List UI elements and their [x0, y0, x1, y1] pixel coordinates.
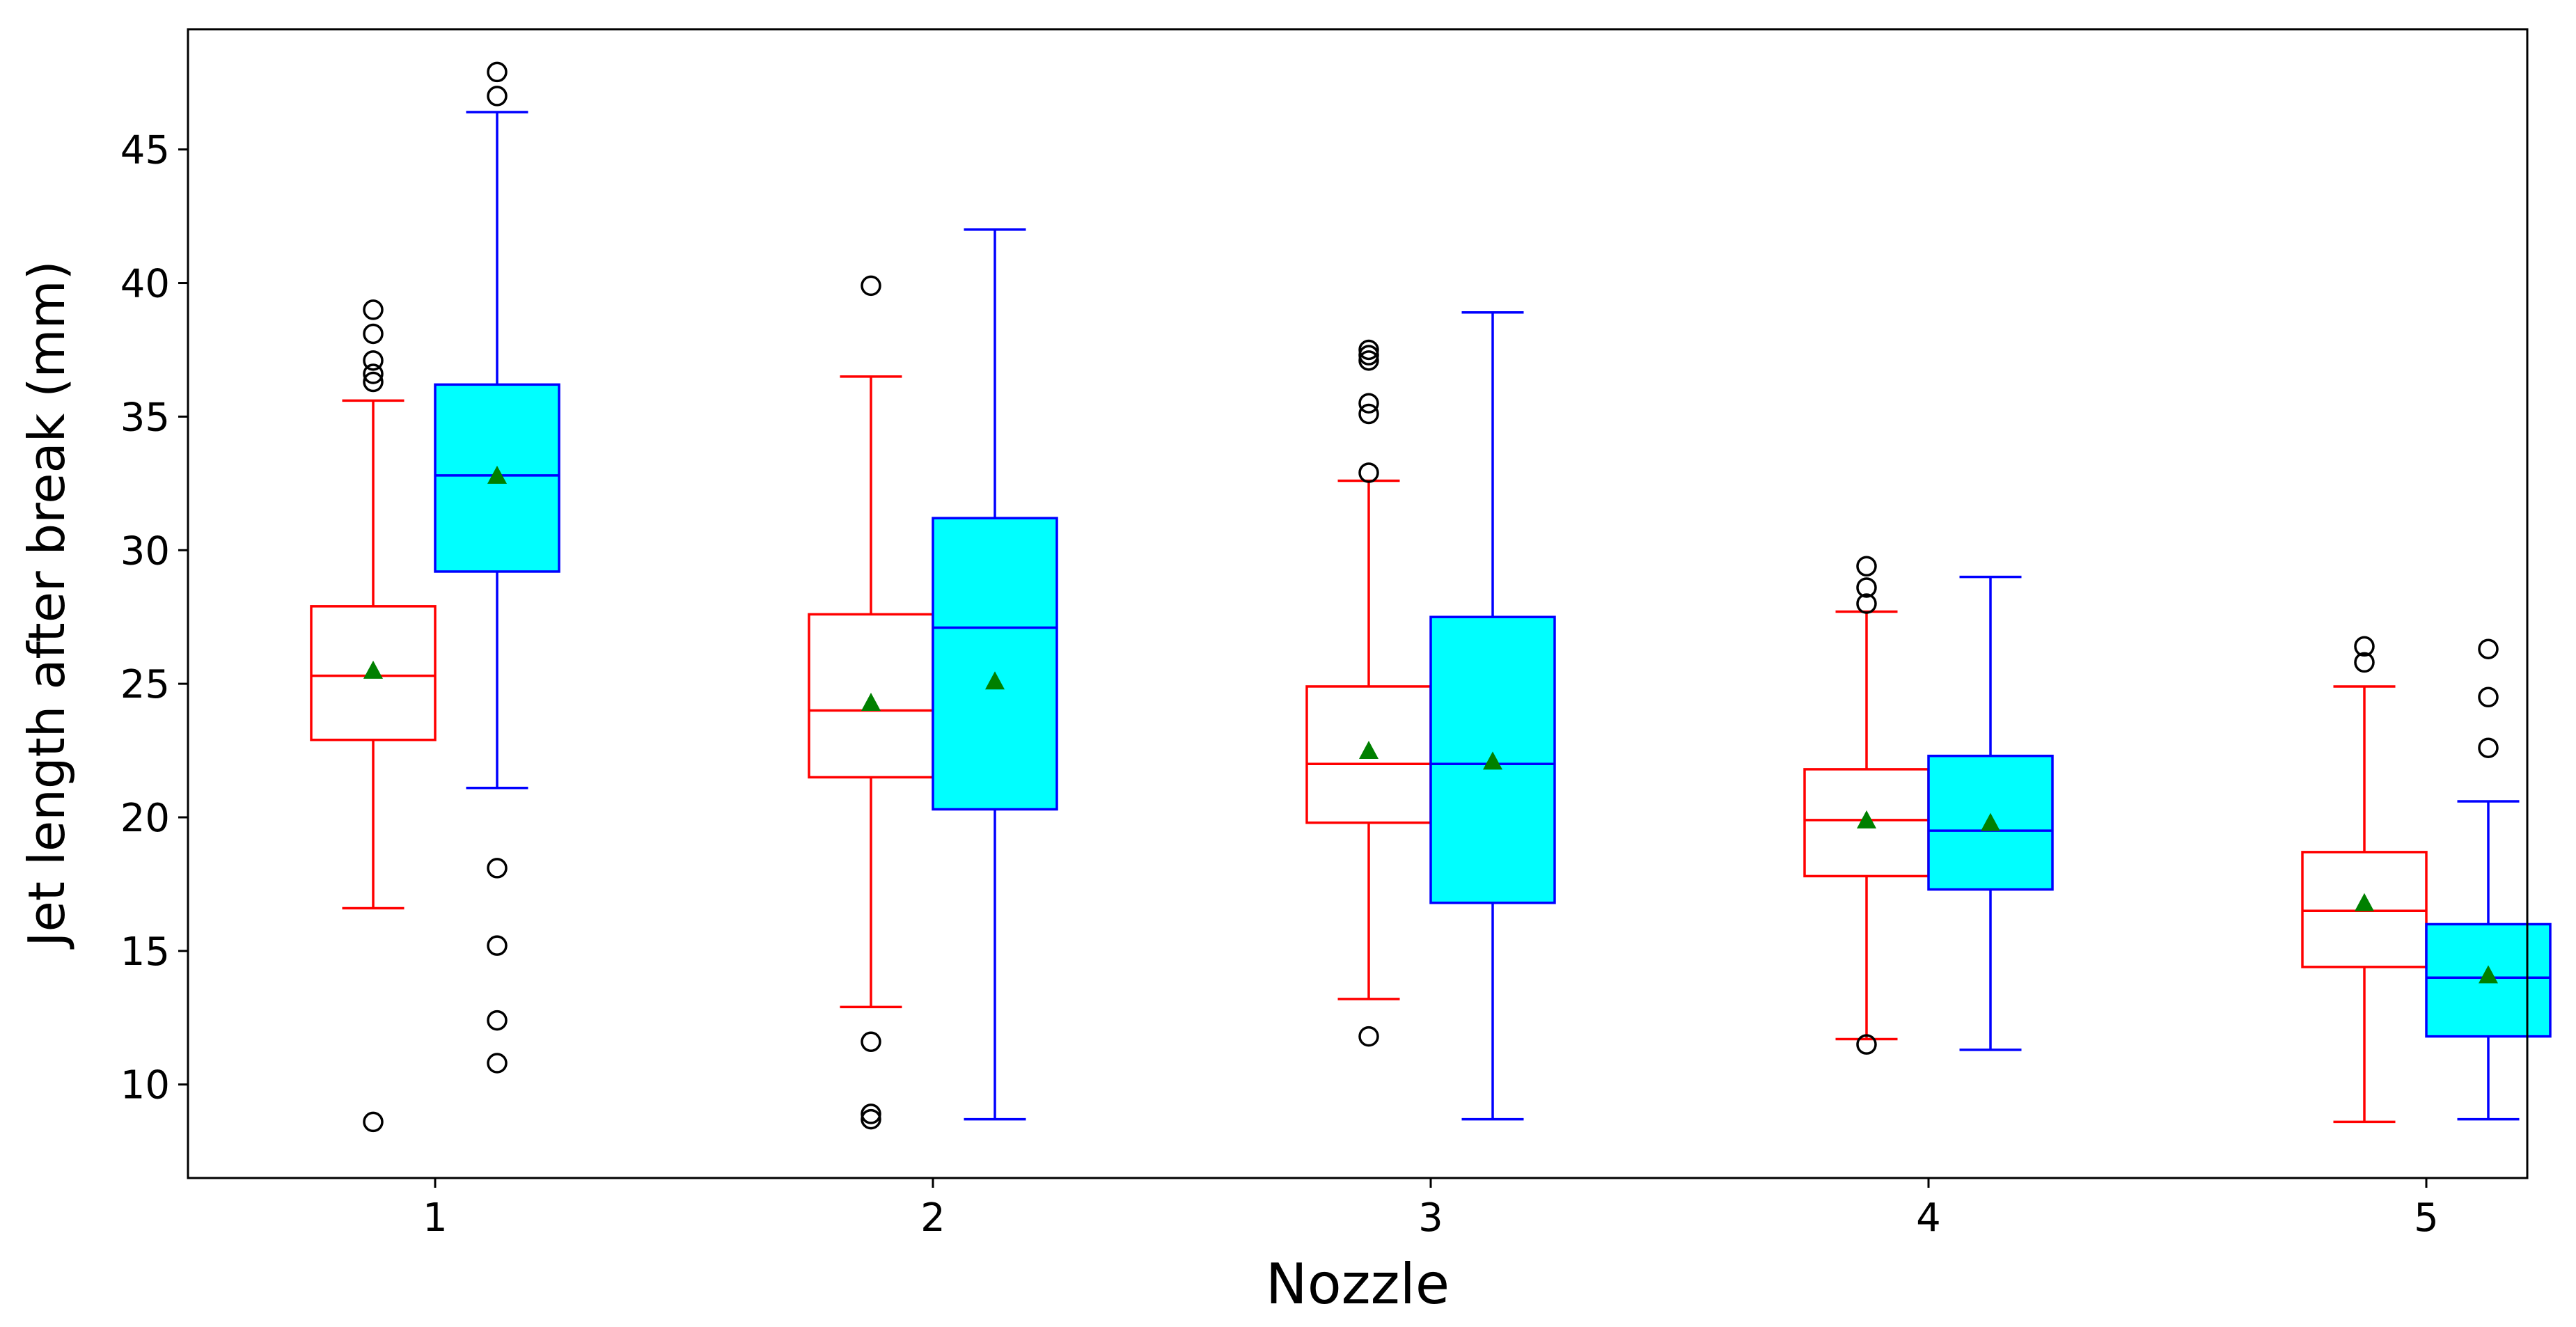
box-group-series-red-nozzle-4: [1803, 556, 1930, 1055]
box-group-series-cyan-nozzle-2: [932, 228, 1058, 1121]
y-tick-label: 30: [120, 528, 170, 574]
outlier-point: [861, 1108, 881, 1130]
x-tick-label: 3: [1418, 1195, 1443, 1241]
mean-marker: [1857, 810, 1876, 829]
outlier-point: [1358, 339, 1379, 361]
outlier-point: [861, 1031, 881, 1053]
outlier-point: [487, 935, 508, 956]
outlier-point: [1856, 577, 1877, 598]
box-group-series-cyan-nozzle-3: [1429, 311, 1556, 1121]
y-axis-label: Jet length after break (mm): [17, 260, 76, 949]
y-tick-label: 10: [120, 1063, 170, 1108]
outlier-point: [363, 363, 384, 384]
outlier-point: [2478, 686, 2499, 708]
iqr-box: [434, 383, 560, 573]
outlier-point: [487, 1010, 508, 1031]
outlier-point: [2354, 652, 2375, 673]
outlier-point: [1856, 556, 1877, 577]
box-group-series-red-nozzle-3: [1305, 339, 1432, 1047]
mean-marker: [2355, 893, 2374, 911]
x-tick-label: 5: [2414, 1195, 2439, 1241]
mean-marker: [1981, 812, 2000, 831]
outlier-point: [487, 61, 508, 83]
x-tick-label: 1: [423, 1195, 448, 1241]
outlier-point: [2478, 737, 2499, 758]
mean-marker: [2479, 965, 2498, 984]
y-axis-ticks: 10 15 20 25 30 35 40 45: [120, 128, 188, 1108]
x-axis-label: Nozzle: [1266, 1252, 1450, 1317]
y-tick-label: 15: [120, 929, 170, 975]
outlier-point: [487, 86, 508, 107]
box-group-series-red-nozzle-1: [310, 299, 437, 1133]
outlier-point: [363, 323, 384, 345]
y-tick-label: 35: [120, 395, 170, 440]
mean-marker: [1359, 741, 1379, 760]
outlier-point: [2478, 638, 2499, 659]
iqr-box: [932, 517, 1058, 811]
outlier-point: [1856, 593, 1877, 614]
outlier-point: [487, 1053, 508, 1074]
y-tick-label: 20: [120, 796, 170, 841]
outlier-point: [1856, 1034, 1877, 1055]
outlier-point: [363, 371, 384, 393]
box-group-series-cyan-nozzle-1: [434, 61, 560, 1074]
outlier-point: [1358, 1026, 1379, 1047]
outlier-point: [363, 299, 384, 320]
outlier-point: [363, 350, 384, 371]
x-tick-label: 2: [920, 1195, 945, 1241]
outlier-point: [1358, 350, 1379, 371]
plot-frame: [187, 28, 2529, 1179]
box-group-series-cyan-nozzle-5: [2425, 638, 2552, 1121]
x-tick-label: 4: [1916, 1195, 1941, 1241]
x-axis-ticks: 1 2 3 4 5: [423, 1178, 2439, 1241]
mean-marker: [985, 671, 1005, 690]
y-tick-label: 40: [120, 262, 170, 307]
outlier-point: [363, 1111, 384, 1133]
outlier-point: [861, 1104, 881, 1124]
box-group-series-red-nozzle-5: [2301, 636, 2428, 1124]
y-tick-label: 25: [120, 662, 170, 707]
mean-marker: [861, 692, 881, 711]
mean-marker: [1483, 751, 1502, 770]
outlier-point: [1358, 462, 1379, 483]
y-tick-label: 45: [120, 128, 170, 173]
outlier-point: [861, 275, 881, 297]
outlier-point: [2354, 636, 2375, 657]
box-series-layer: [310, 61, 2552, 1133]
mean-marker: [487, 465, 507, 484]
outlier-point: [487, 858, 508, 879]
outlier-point: [1358, 393, 1379, 414]
box-group-series-cyan-nozzle-4: [1927, 575, 2054, 1051]
outlier-point: [1358, 345, 1379, 366]
box-group-series-red-nozzle-2: [808, 275, 934, 1130]
mean-marker: [363, 660, 383, 679]
outlier-point: [1358, 403, 1379, 425]
